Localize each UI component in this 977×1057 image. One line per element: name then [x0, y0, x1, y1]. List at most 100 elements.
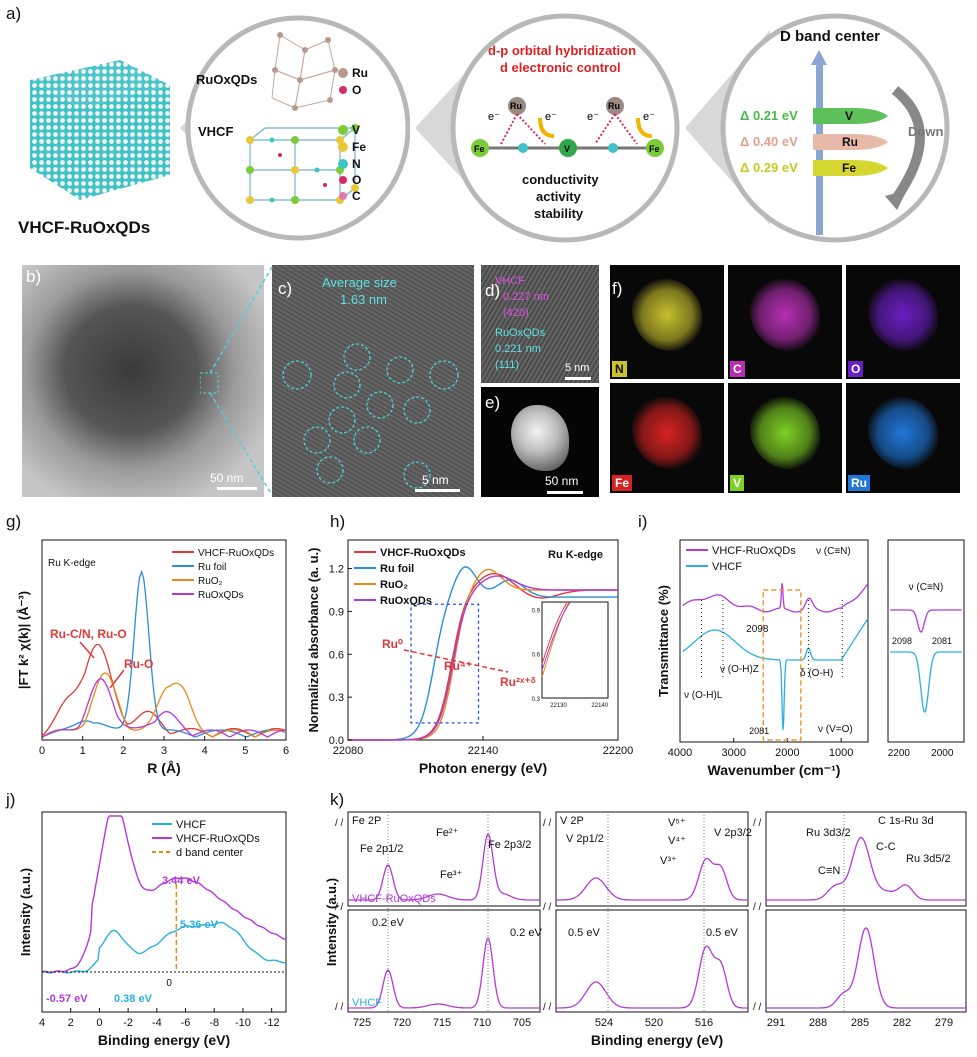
prop-activity: activity: [536, 189, 581, 204]
g-ylabel: |FT k² χ(k)| (Å⁻³): [16, 591, 31, 689]
g-xtick-label: 5: [242, 745, 248, 757]
h-xtick-label: 22140: [468, 745, 499, 757]
k-break: / /: [335, 1002, 344, 1013]
h-ann-arrow: [403, 649, 509, 673]
k-c-ru3d32: Ru 3d3/2: [806, 827, 851, 839]
prop-conductivity: conductivity: [522, 172, 599, 187]
panel-d-scalebar: [565, 377, 591, 380]
k-c-top-curve: [766, 836, 966, 901]
k-break: / /: [753, 818, 762, 829]
h-ann-ru4: Ru⁴⁺: [444, 659, 472, 673]
k-v-top-axes: [555, 811, 749, 907]
j-ylabel: Intensity (a.u.): [18, 868, 33, 956]
panel-e-scale-text: 50 nm: [545, 474, 579, 488]
k-fe-xtick: 705: [513, 1017, 531, 1029]
panel-e-haadf: e) 50 nm: [481, 387, 599, 497]
k-fe-top-axes: [347, 811, 541, 907]
k-break: / /: [335, 818, 344, 829]
qd-circles: [282, 343, 459, 489]
h-xtick-label: 22200: [603, 745, 634, 757]
i-xtick-label: 2000: [775, 747, 799, 759]
panel-a: a) VHCF-RuOxQDs: [0, 0, 977, 255]
h-inset-series-0: [541, 602, 568, 664]
g-xtick-label: 6: [283, 745, 289, 757]
h-inset-xtick: 22140: [591, 703, 608, 709]
g-ann1: Ru-C/N, Ru-O: [50, 627, 127, 641]
svg-text:e⁻: e⁻: [545, 111, 557, 123]
g-legend-text: RuOxQDs: [198, 590, 244, 601]
i-xtick-label: 1000: [829, 747, 853, 759]
g-series-0: [41, 643, 287, 738]
vhcf-structure-label: VHCF: [198, 124, 234, 139]
eds-signal: [868, 279, 938, 351]
j-xtick-label: 2: [68, 1017, 74, 1029]
k-break: / /: [543, 1002, 552, 1013]
zoom-lines: [200, 266, 273, 496]
k-v-xtick: 520: [645, 1017, 663, 1029]
eds-map-o: O: [846, 265, 960, 379]
k-fe-shift1: 0.2 eV: [372, 917, 404, 929]
panel-f-label: f): [612, 279, 623, 298]
delta-v: Δ 0.21 eV: [740, 108, 798, 123]
bar-ru: Ru: [842, 135, 858, 149]
j-xlabel: Binding energy (eV): [98, 1032, 230, 1048]
avg-size-value: 1.63 nm: [340, 292, 387, 307]
j-series-ruox: [41, 815, 287, 974]
k-xlabel: Binding energy (eV): [591, 1032, 723, 1048]
i-inset-xtick: 2000: [931, 748, 954, 759]
i-inset-ruox: [890, 609, 962, 633]
i-legend-text: VHCF: [712, 561, 742, 573]
i-inset-title: ν (C≡N): [909, 582, 944, 593]
k-c-xtick: 279: [935, 1017, 953, 1029]
prop-stability: stability: [534, 206, 584, 221]
panel-g-label: g): [6, 512, 22, 531]
panel-d-vhcf-d: 0.227 nm: [503, 291, 549, 303]
eds-tag-fe: Fe: [612, 475, 633, 491]
svg-text:V: V: [564, 144, 570, 154]
k-c-bottom-axes: [765, 909, 967, 1013]
eds-tag-c: C: [730, 361, 745, 377]
k-c-top-axes: [765, 811, 967, 907]
h-series-3: [348, 575, 618, 741]
k-v-2p12: V 2p1/2: [566, 833, 604, 845]
i-ann-cn: ν (C≡N): [816, 546, 851, 557]
panel-a-label: a): [6, 4, 22, 23]
svg-text:Ru: Ru: [510, 101, 522, 111]
k-break: / /: [543, 818, 552, 829]
eds-signal: [632, 397, 702, 469]
h-edge: Ru K-edge: [548, 549, 603, 561]
svg-text:Ru: Ru: [608, 101, 620, 111]
k-top-sample: VHCF-RuOxQDs: [352, 893, 436, 905]
h-ann-ru0: Ru⁰: [382, 637, 403, 651]
structure-circle: [180, 15, 410, 241]
k-fe-fe3: Fe³⁺: [440, 869, 463, 881]
panel-c-scalebar: [415, 489, 460, 492]
k-c-xtick: 282: [893, 1017, 911, 1029]
panel-e-label: e): [485, 393, 501, 412]
panel-j-axes: [41, 811, 287, 1013]
svg-text:Fe: Fe: [649, 144, 660, 154]
panel-i-axes: [679, 539, 869, 743]
cube-caption: VHCF-RuOxQDs: [18, 218, 151, 237]
bar-fe: Fe: [842, 161, 857, 175]
legend-o2: O: [352, 173, 362, 187]
k-v-shift1: 0.5 eV: [568, 927, 600, 939]
h-series-1: [348, 566, 618, 741]
g-arrow1: [79, 641, 95, 659]
k-v-xtick: 516: [695, 1017, 713, 1029]
h-inset-xtick: 22130: [550, 703, 567, 709]
delta-fe: Δ 0.29 eV: [740, 160, 798, 175]
legend-n: N: [352, 157, 361, 171]
i-ann-2081: 2081: [749, 726, 769, 736]
k-c-xtick: 285: [851, 1017, 869, 1029]
h-zoom-box: [410, 603, 480, 724]
legend-v: V: [352, 123, 361, 137]
eds-signal: [750, 279, 820, 351]
g-xtick-label: 4: [202, 745, 208, 757]
g-series-2: [41, 672, 287, 738]
dband-circle: [685, 13, 950, 243]
svg-text:e⁻: e⁻: [643, 111, 655, 123]
panel-b-tem: b) 50 nm: [22, 265, 264, 497]
k-fe-shift2: 0.2 eV: [510, 927, 542, 939]
